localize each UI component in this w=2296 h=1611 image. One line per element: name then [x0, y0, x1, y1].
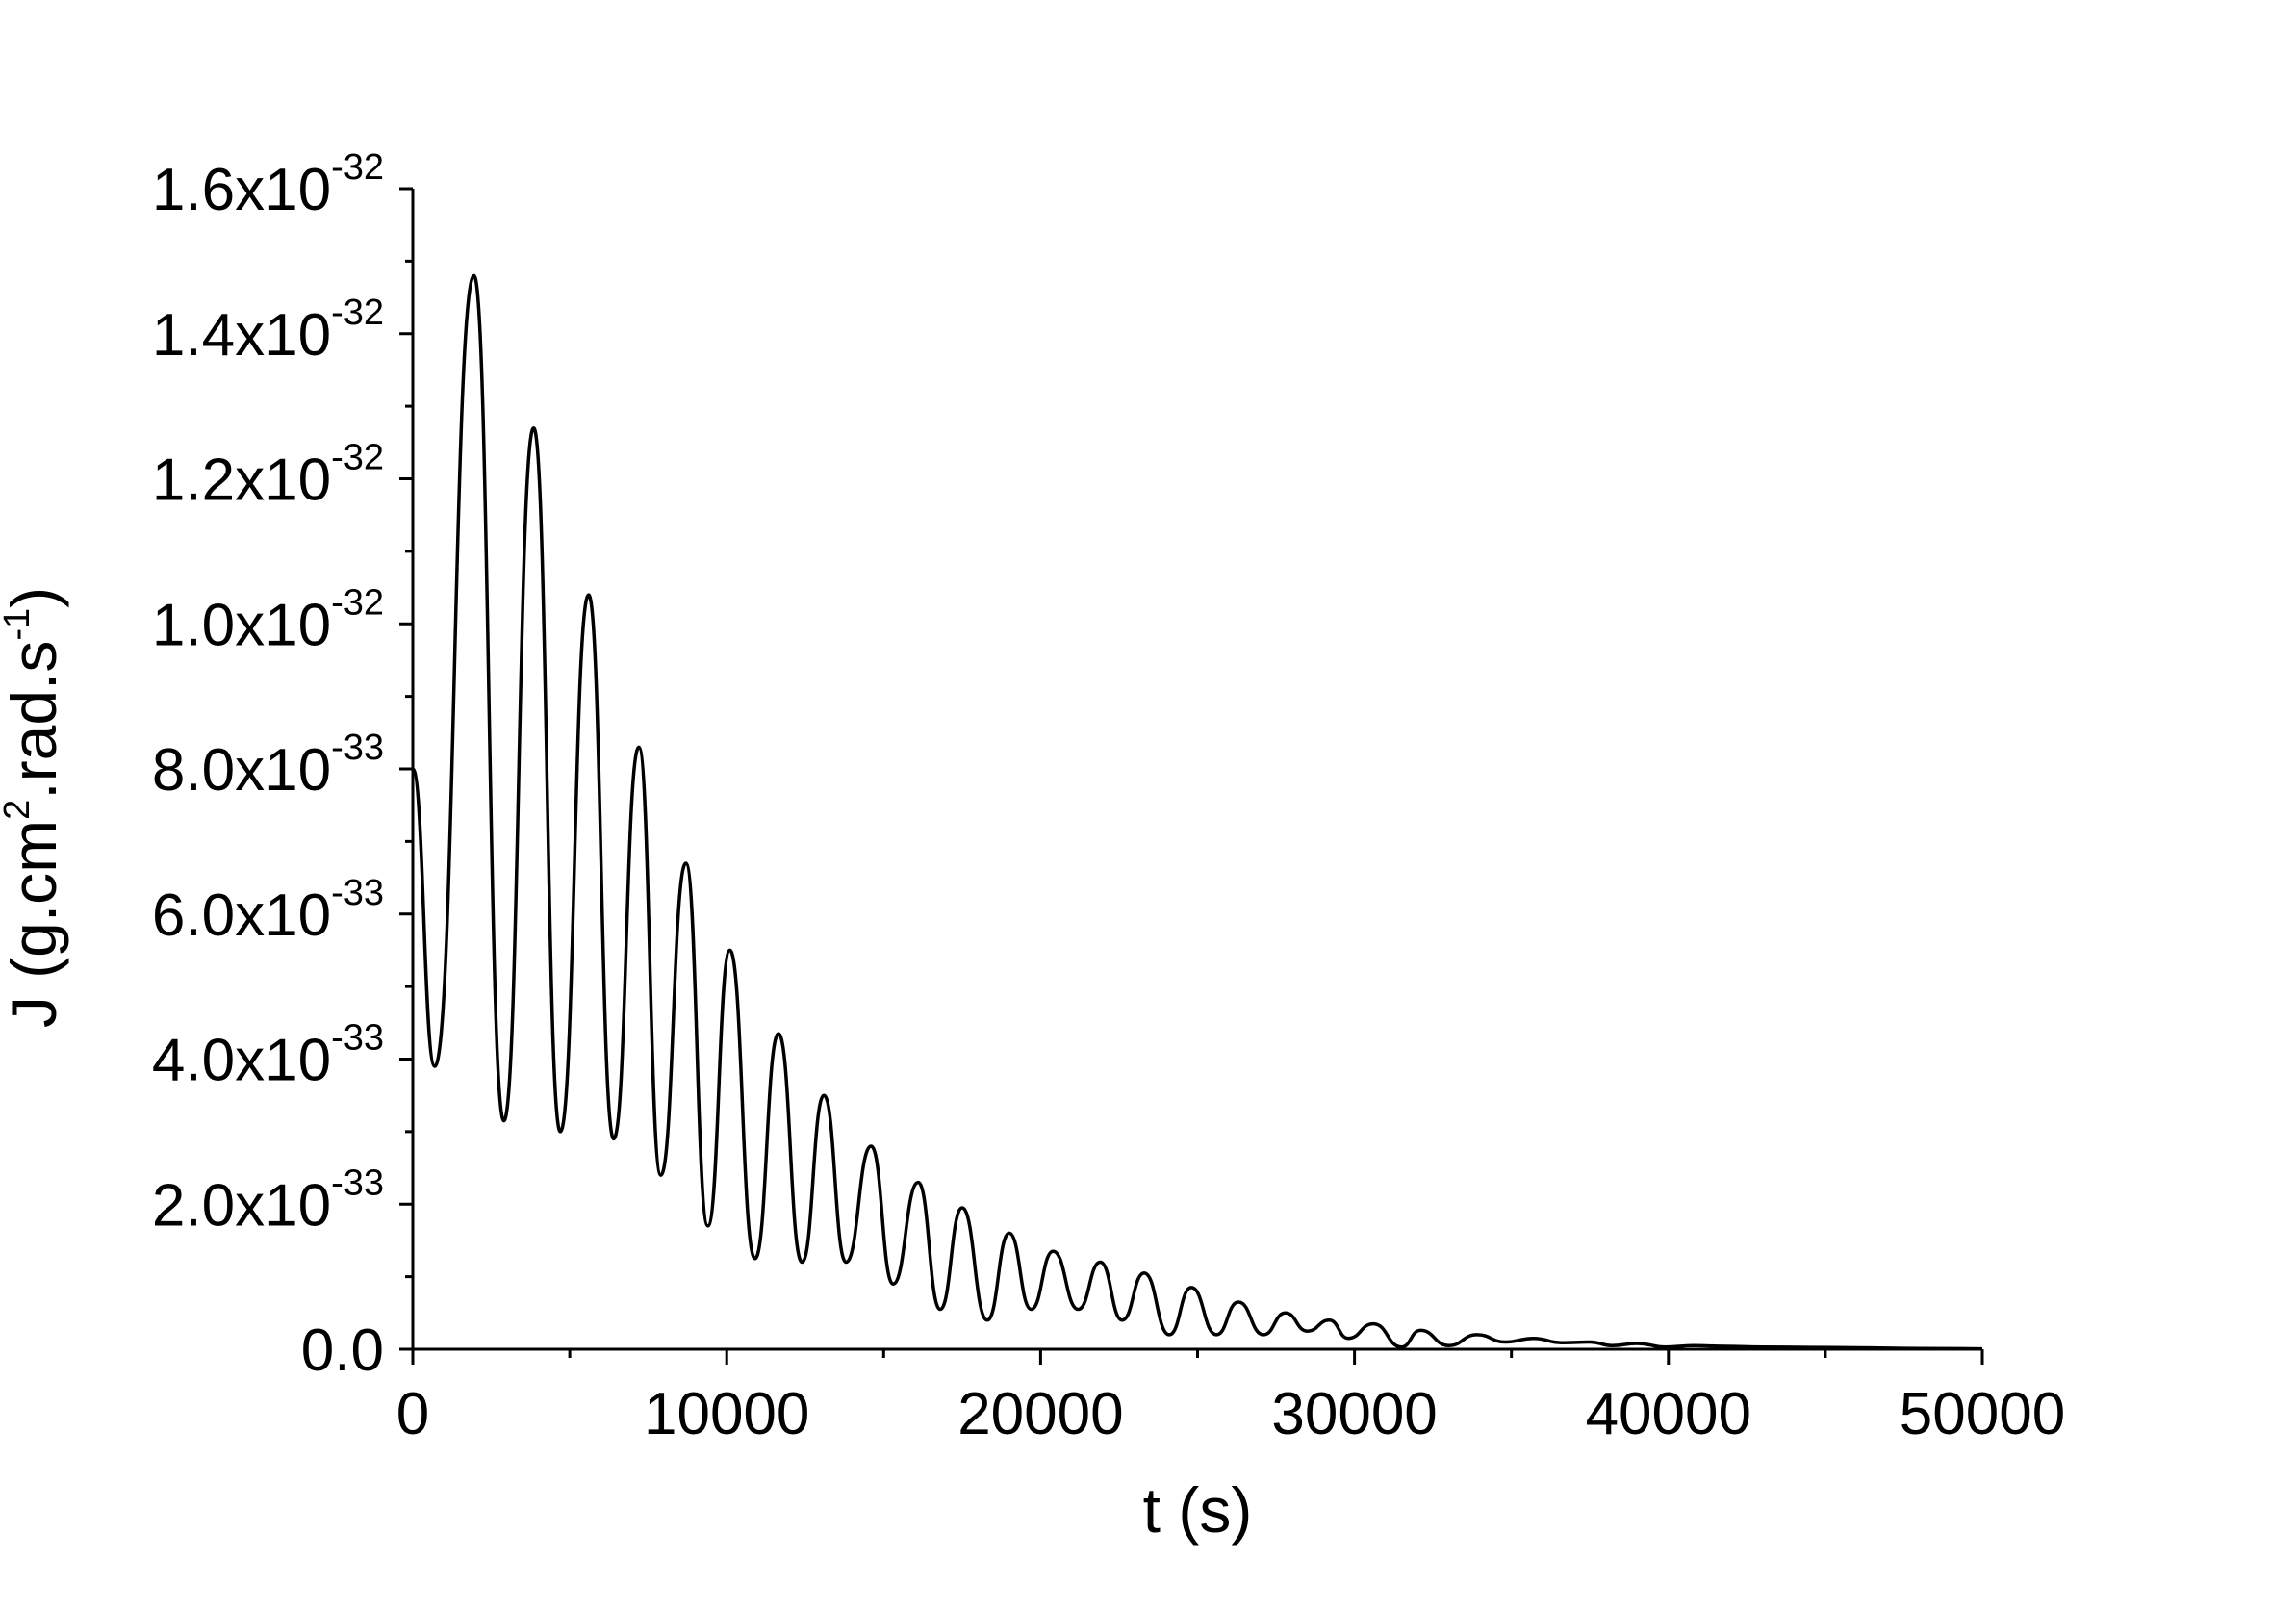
y-axis: 0.0 2.0x10-33 4.0x10-33 6.0x10-33 8.0x10-33 1…	[152, 147, 415, 1384]
x-tick-label: 10000	[644, 1381, 809, 1447]
x-tick-label: 40000	[1586, 1381, 1751, 1447]
y-tick-label: 2.0x10-33	[152, 1163, 384, 1239]
series-layer	[411, 273, 1983, 1351]
x-axis: 0 10000 20000 30000 40000 50000	[396, 1347, 2065, 1447]
y-tick-label: 0.0	[301, 1317, 384, 1384]
y-axis-title: J (g.cm2.rad.s-1)	[0, 587, 69, 1028]
y-tick-label: 8.0x10-33	[152, 728, 384, 804]
x-tick-label: 50000	[1900, 1381, 2065, 1447]
x-tick-label: 0	[396, 1381, 429, 1447]
y-tick-label: 4.0x10-33	[152, 1018, 384, 1094]
x-tick-label: 20000	[957, 1381, 1123, 1447]
y-tick-label: 6.0x10-33	[152, 873, 384, 949]
y-tick-label: 1.2x10-32	[152, 438, 384, 514]
y-tick-label: 1.4x10-32	[152, 293, 384, 369]
y-tick-label: 1.0x10-32	[152, 582, 384, 658]
series-line	[411, 273, 1983, 1351]
x-axis-title: t (s)	[1143, 1474, 1253, 1546]
y-tick-label: 1.6x10-32	[152, 147, 384, 223]
x-tick-label: 30000	[1271, 1381, 1437, 1447]
